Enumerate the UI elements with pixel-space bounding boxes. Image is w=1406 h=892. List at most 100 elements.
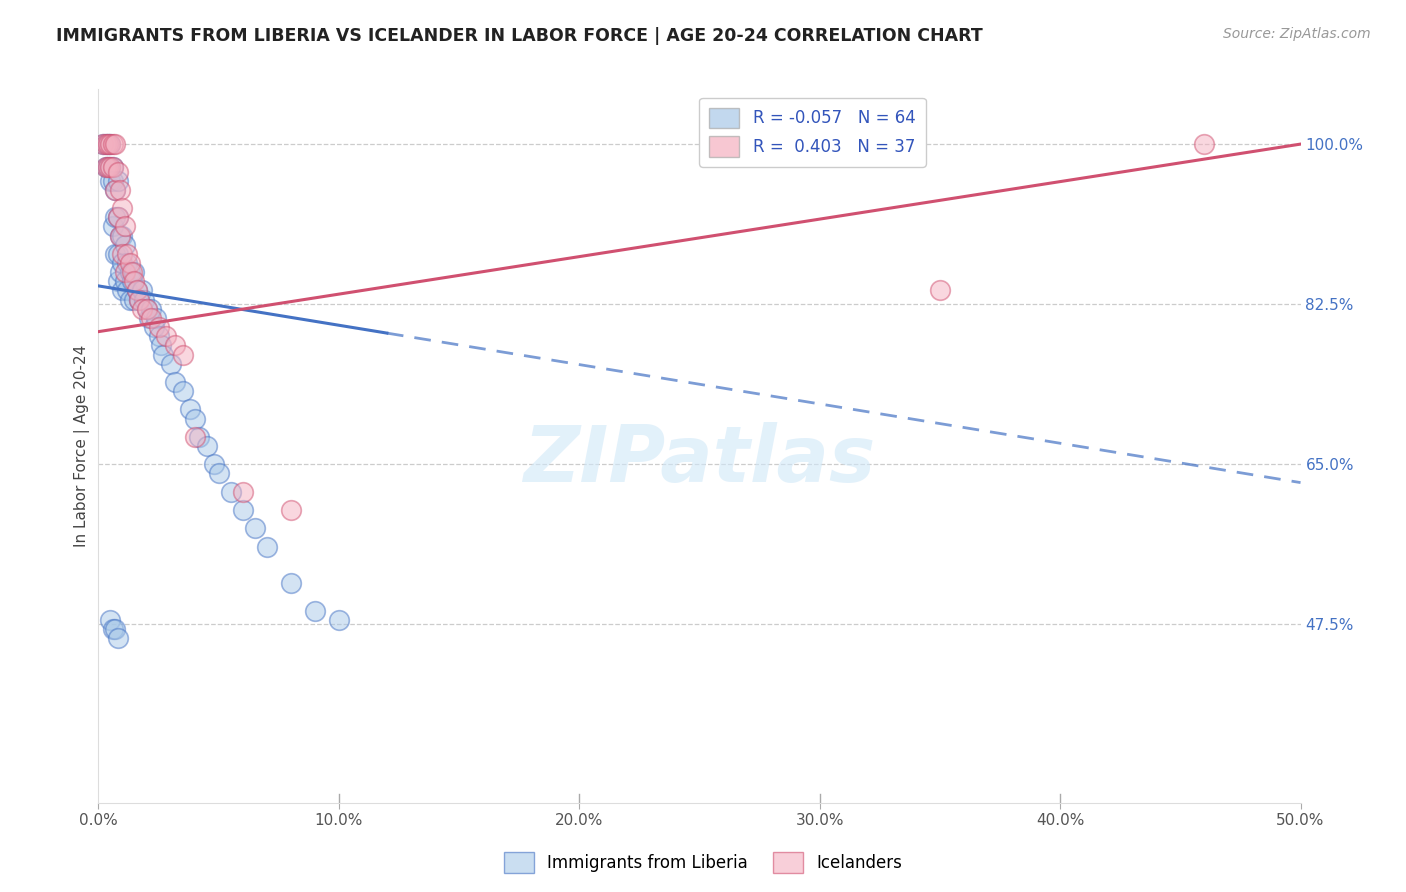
Point — [104, 247, 127, 261]
Point — [328, 613, 350, 627]
Point — [183, 411, 205, 425]
Point — [107, 211, 129, 225]
Point — [280, 503, 302, 517]
Y-axis label: In Labor Force | Age 20-24: In Labor Force | Age 20-24 — [75, 345, 90, 547]
Point — [94, 160, 117, 174]
Point — [114, 219, 136, 234]
Point — [232, 503, 254, 517]
Point — [94, 137, 117, 152]
Point — [125, 284, 148, 298]
Point — [111, 247, 134, 261]
Point — [1194, 137, 1216, 152]
Point — [107, 274, 129, 288]
Point — [111, 228, 134, 243]
Point — [101, 137, 124, 152]
Point — [100, 137, 122, 152]
Point — [100, 174, 122, 188]
Point — [104, 183, 127, 197]
Point — [111, 201, 134, 215]
Point — [152, 347, 174, 361]
Point — [165, 338, 187, 352]
Point — [141, 301, 163, 316]
Point — [121, 274, 143, 288]
Point — [108, 183, 131, 197]
Point — [101, 174, 124, 188]
Point — [142, 320, 165, 334]
Point — [141, 310, 163, 325]
Point — [108, 228, 131, 243]
Point — [928, 284, 950, 298]
Point — [107, 164, 129, 178]
Point — [135, 301, 157, 316]
Point — [128, 293, 150, 307]
Point — [232, 484, 254, 499]
Point — [145, 310, 167, 325]
Point — [304, 604, 326, 618]
Point — [104, 211, 127, 225]
Point — [91, 137, 114, 152]
Point — [100, 160, 122, 174]
Point — [138, 310, 160, 325]
Point — [243, 521, 266, 535]
Point — [149, 338, 172, 352]
Point — [100, 613, 122, 627]
Point — [97, 137, 120, 152]
Point — [101, 219, 124, 234]
Point — [172, 347, 194, 361]
Point — [128, 293, 150, 307]
Text: IMMIGRANTS FROM LIBERIA VS ICELANDER IN LABOR FORCE | AGE 20-24 CORRELATION CHAR: IMMIGRANTS FROM LIBERIA VS ICELANDER IN … — [56, 27, 983, 45]
Point — [188, 430, 211, 444]
Point — [108, 265, 131, 279]
Point — [256, 540, 278, 554]
Point — [131, 301, 153, 316]
Point — [148, 329, 170, 343]
Point — [97, 137, 120, 152]
Point — [91, 137, 114, 152]
Point — [125, 284, 148, 298]
Point — [94, 160, 117, 174]
Point — [202, 458, 225, 472]
Point — [108, 228, 131, 243]
Point — [155, 329, 177, 343]
Point — [107, 631, 129, 645]
Point — [219, 484, 242, 499]
Point — [104, 622, 127, 636]
Point — [97, 160, 120, 174]
Point — [117, 247, 139, 261]
Point — [195, 439, 218, 453]
Point — [101, 160, 124, 174]
Point — [117, 256, 139, 270]
Point — [100, 137, 122, 152]
Point — [165, 375, 187, 389]
Point — [121, 265, 143, 279]
Point — [280, 576, 302, 591]
Point — [107, 247, 129, 261]
Point — [104, 137, 127, 152]
Point — [172, 384, 194, 398]
Point — [179, 402, 201, 417]
Point — [148, 320, 170, 334]
Point — [104, 183, 127, 197]
Point — [100, 160, 122, 174]
Point — [124, 274, 146, 288]
Point — [118, 265, 141, 279]
Point — [183, 430, 205, 444]
Legend: Immigrants from Liberia, Icelanders: Immigrants from Liberia, Icelanders — [498, 846, 908, 880]
Point — [118, 256, 141, 270]
Point — [107, 174, 129, 188]
Text: Source: ZipAtlas.com: Source: ZipAtlas.com — [1223, 27, 1371, 41]
Point — [101, 160, 124, 174]
Point — [107, 211, 129, 225]
Point — [131, 284, 153, 298]
Point — [111, 284, 134, 298]
Point — [124, 293, 146, 307]
Point — [124, 265, 146, 279]
Point — [135, 301, 157, 316]
Point — [118, 293, 141, 307]
Legend: R = -0.057   N = 64, R =  0.403   N = 37: R = -0.057 N = 64, R = 0.403 N = 37 — [699, 97, 925, 167]
Point — [117, 284, 139, 298]
Point — [101, 622, 124, 636]
Point — [114, 237, 136, 252]
Text: ZIPatlas: ZIPatlas — [523, 422, 876, 499]
Point — [111, 256, 134, 270]
